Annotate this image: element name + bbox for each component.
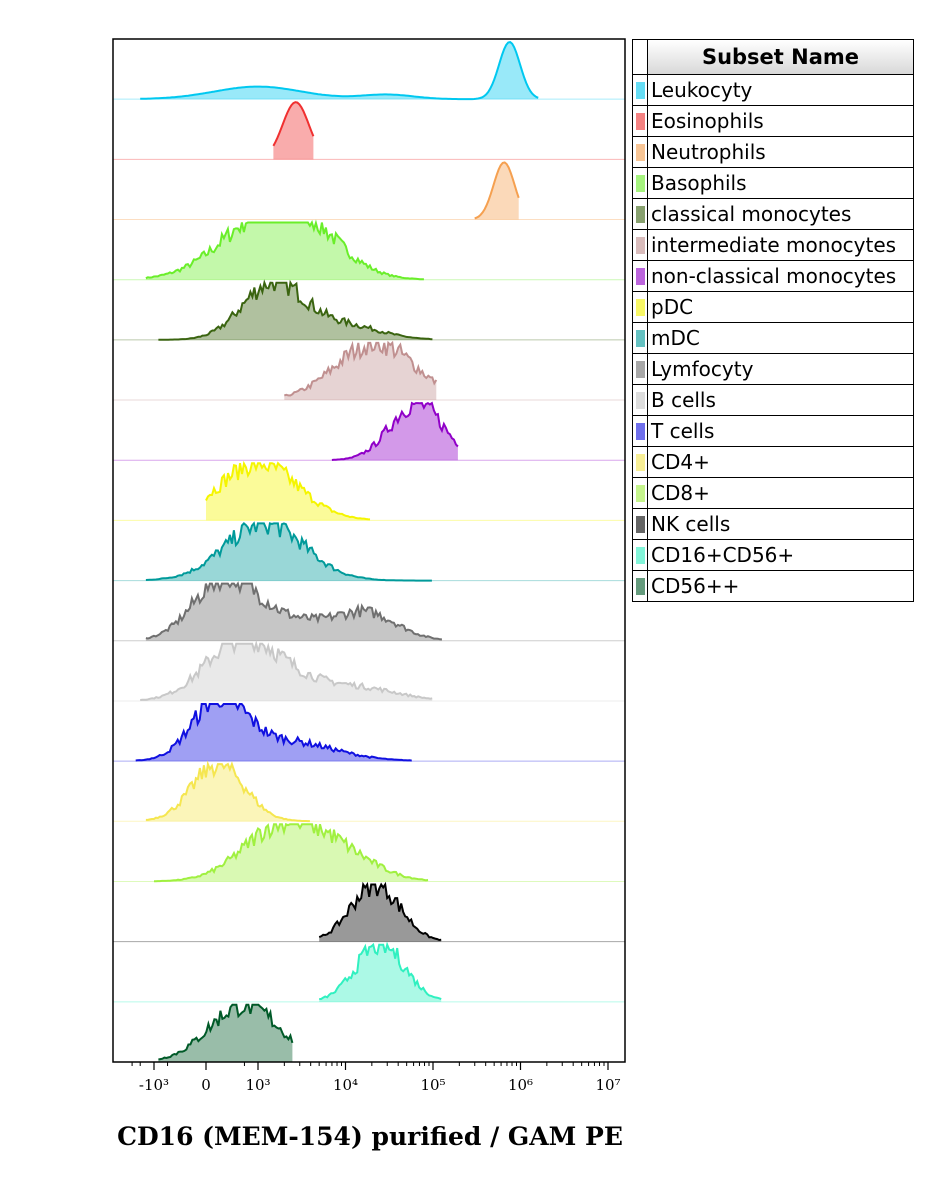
ridge-line bbox=[154, 822, 429, 883]
legend-label: NK cells bbox=[651, 512, 731, 536]
legend-row: CD4+ bbox=[633, 446, 913, 477]
legend-swatch bbox=[635, 143, 645, 161]
legend-row: CD56++ bbox=[633, 570, 913, 601]
ridge-area bbox=[145, 764, 310, 822]
legend-title: Subset Name bbox=[648, 40, 913, 74]
ridge-line bbox=[272, 101, 315, 147]
ridge-area bbox=[331, 403, 458, 461]
legend-row: Basophils bbox=[633, 167, 913, 198]
legend-header: Subset Name bbox=[633, 40, 913, 74]
legend-label: B cells bbox=[651, 388, 716, 412]
ridge-area bbox=[474, 162, 519, 220]
legend-row: mDC bbox=[633, 322, 913, 353]
ridge-area bbox=[206, 463, 370, 521]
ridge-area bbox=[273, 102, 314, 160]
legend-swatch bbox=[635, 298, 645, 316]
legend-swatch bbox=[635, 267, 645, 285]
legend-label: non-classical monocytes bbox=[651, 264, 897, 288]
legend-row: Leukocyty bbox=[633, 74, 913, 105]
ridge-line bbox=[145, 219, 424, 281]
legend-label: intermediate monocytes bbox=[651, 233, 897, 257]
ridge-line bbox=[145, 581, 442, 641]
legend-swatch bbox=[635, 205, 645, 223]
legend-swatch bbox=[635, 515, 645, 533]
legend-label: Leukocyty bbox=[651, 78, 753, 102]
legend-swatch bbox=[635, 391, 645, 409]
legend-row: NK cells bbox=[633, 508, 913, 539]
legend-swatch bbox=[635, 112, 645, 130]
x-tick-label: 0 bbox=[201, 1076, 211, 1094]
ridge-line bbox=[158, 279, 433, 341]
plot-frame bbox=[112, 38, 626, 1063]
ridge-area bbox=[145, 222, 424, 280]
ridge-area bbox=[319, 944, 442, 1002]
x-axis-title: CD16 (MEM-154) purified / GAM PE bbox=[117, 1122, 623, 1151]
legend-swatch bbox=[635, 577, 645, 595]
x-tick-label: -10³ bbox=[139, 1076, 169, 1094]
legend-label: Neutrophils bbox=[651, 140, 766, 164]
ridge-area bbox=[319, 884, 442, 942]
x-tick-label: 10⁶ bbox=[508, 1076, 533, 1094]
ridge-line bbox=[284, 340, 438, 397]
ridge-area bbox=[158, 282, 433, 340]
legend-row: CD16+CD56+ bbox=[633, 539, 913, 570]
legend-row: Neutrophils bbox=[633, 136, 913, 167]
ridge-area bbox=[145, 583, 442, 641]
ridge-area bbox=[145, 523, 432, 581]
legend-swatch bbox=[635, 174, 645, 192]
ridge-line bbox=[145, 760, 310, 823]
ridge-area bbox=[158, 1004, 293, 1062]
legend-swatch bbox=[635, 484, 645, 502]
x-tick-label: 10³ bbox=[245, 1076, 270, 1094]
legend-row: Eosinophils bbox=[633, 105, 913, 136]
legend-swatch bbox=[635, 236, 645, 254]
histogram-ridges bbox=[113, 41, 625, 1063]
legend-swatch bbox=[635, 81, 645, 99]
legend-row: T cells bbox=[633, 415, 913, 446]
x-axis: -10³ 0 10³ 10⁴ 10⁵ 10⁶ 10⁷ bbox=[131, 1062, 621, 1094]
x-tick-label: 10⁷ bbox=[595, 1076, 620, 1094]
legend-label: Basophils bbox=[651, 171, 747, 195]
legend-label: Eosinophils bbox=[651, 109, 764, 133]
ridge-line bbox=[140, 41, 539, 101]
legend-swatch bbox=[635, 360, 645, 378]
legend-row: pDC bbox=[633, 291, 913, 322]
legend-row: non-classical monocytes bbox=[633, 260, 913, 291]
legend-swatch bbox=[635, 546, 645, 564]
legend-row: CD8+ bbox=[633, 477, 913, 508]
legend-table: Subset Name Leukocyty Eosinophils Neutroph… bbox=[632, 39, 914, 602]
legend-row: Lymfocyty bbox=[633, 353, 913, 384]
legend-label: CD16+CD56+ bbox=[651, 543, 795, 567]
ridge-line bbox=[474, 161, 520, 220]
legend-swatch bbox=[635, 453, 645, 471]
ridge-line bbox=[331, 401, 459, 461]
ridge-area bbox=[284, 342, 437, 401]
legend-label: CD4+ bbox=[651, 450, 710, 474]
ridge-area bbox=[135, 704, 412, 762]
legend-label: pDC bbox=[651, 295, 694, 319]
x-tick-label: 10⁵ bbox=[420, 1076, 445, 1094]
ridge-area bbox=[154, 824, 428, 882]
legend-swatch bbox=[635, 329, 645, 347]
ridge-line bbox=[135, 703, 412, 762]
ridge-area bbox=[140, 42, 539, 100]
ridge-line bbox=[318, 881, 442, 942]
ridge-line bbox=[145, 521, 432, 582]
legend-label: classical monocytes bbox=[651, 202, 852, 226]
legend-label: CD8+ bbox=[651, 481, 710, 505]
ridge-line bbox=[205, 460, 371, 521]
legend-swatch bbox=[635, 422, 645, 440]
ridge-line bbox=[140, 640, 433, 701]
legend-label: Lymfocyty bbox=[651, 357, 754, 381]
legend-row: B cells bbox=[633, 384, 913, 415]
legend-label: T cells bbox=[651, 419, 715, 443]
legend-row: intermediate monocytes bbox=[633, 229, 913, 260]
x-tick-label: 10⁴ bbox=[333, 1076, 358, 1094]
ridge-line bbox=[319, 941, 442, 1001]
legend-label: CD56++ bbox=[651, 574, 740, 598]
ridge-line bbox=[158, 1003, 294, 1061]
legend-label: mDC bbox=[651, 326, 700, 350]
legend-row: classical monocytes bbox=[633, 198, 913, 229]
